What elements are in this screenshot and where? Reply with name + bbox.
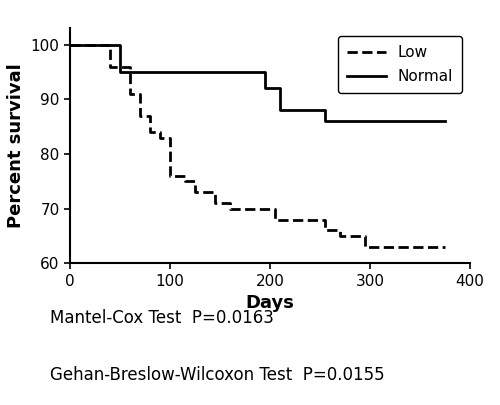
Low: [157, 135, 163, 140]
Normal: [262, 86, 268, 91]
Low: [167, 173, 173, 178]
Low: [252, 206, 258, 211]
Low: [67, 42, 73, 47]
Y-axis label: Percent survival: Percent survival: [7, 64, 25, 228]
Low: [272, 206, 278, 211]
Normal: [337, 119, 343, 124]
Low: [137, 113, 143, 118]
Normal: [67, 42, 73, 47]
Low: [167, 135, 173, 140]
Low: [252, 206, 258, 211]
Low: [137, 92, 143, 96]
Low: [292, 217, 298, 222]
Low: [417, 245, 423, 249]
Normal: [277, 86, 283, 91]
Low: [182, 173, 188, 178]
Low: [127, 64, 133, 69]
Low: [192, 179, 198, 184]
Low: [322, 217, 328, 222]
Low: [157, 130, 163, 134]
X-axis label: Days: Days: [246, 294, 294, 312]
Low: [362, 234, 368, 239]
Text: Gehan-Breslow-Wilcoxon Test  P=0.0155: Gehan-Breslow-Wilcoxon Test P=0.0155: [50, 366, 384, 384]
Low: [292, 217, 298, 222]
Normal: [337, 119, 343, 124]
Low: [417, 245, 423, 249]
Low: [107, 64, 113, 69]
Low: [362, 245, 368, 249]
Low: [227, 206, 233, 211]
Low: [227, 201, 233, 206]
Low: [212, 190, 218, 195]
Line: Low: Low: [70, 45, 445, 247]
Normal: [262, 70, 268, 75]
Low: [272, 217, 278, 222]
Normal: [322, 108, 328, 113]
Low: [212, 201, 218, 206]
Legend: Low, Normal: Low, Normal: [338, 36, 462, 94]
Low: [322, 228, 328, 233]
Low: [442, 245, 448, 249]
Normal: [117, 42, 123, 47]
Low: [337, 228, 343, 233]
Line: Normal: Normal: [70, 45, 445, 121]
Low: [107, 42, 113, 47]
Low: [147, 130, 153, 134]
Normal: [322, 119, 328, 124]
Low: [192, 190, 198, 195]
Low: [337, 234, 343, 239]
Low: [382, 245, 388, 249]
Low: [127, 92, 133, 96]
Normal: [277, 108, 283, 113]
Low: [147, 113, 153, 118]
Normal: [442, 119, 448, 124]
Low: [382, 245, 388, 249]
Text: Mantel-Cox Test  P=0.0163: Mantel-Cox Test P=0.0163: [50, 309, 274, 327]
Low: [182, 179, 188, 184]
Normal: [117, 70, 123, 75]
